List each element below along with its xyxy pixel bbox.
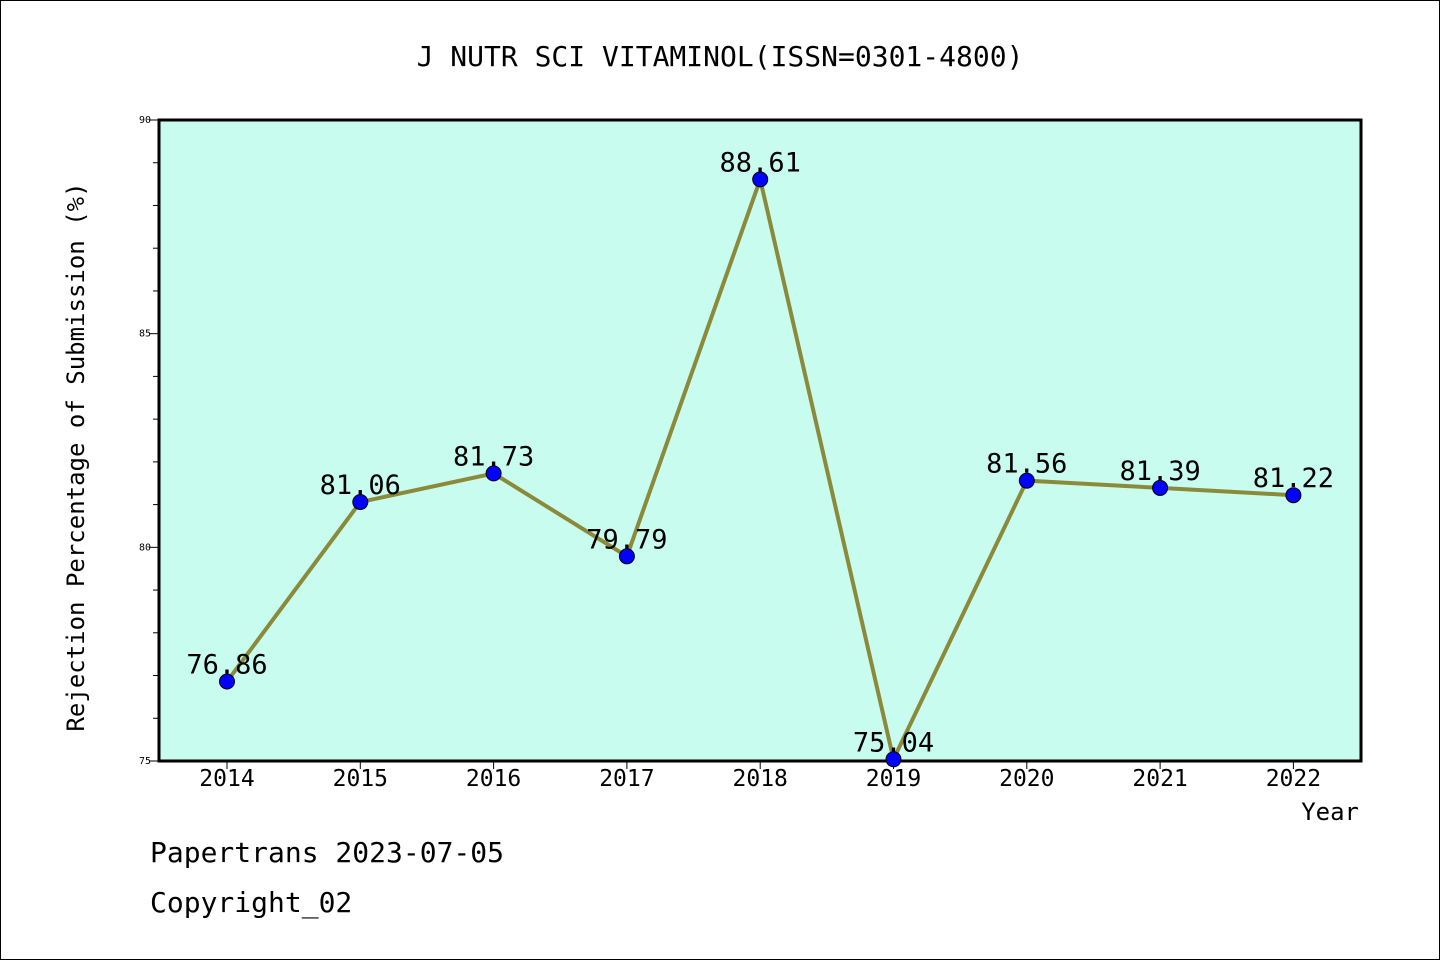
- x-tick-label: 2017: [599, 766, 654, 792]
- data-point: [352, 494, 369, 511]
- data-point: [485, 465, 502, 482]
- data-label: 81.56: [986, 449, 1067, 480]
- y-tick-label: 75: [139, 756, 151, 767]
- data-point: [885, 751, 902, 768]
- x-tick-label: 2016: [466, 766, 521, 792]
- x-axis-label: Year: [1301, 798, 1359, 826]
- footer-copyright: Copyright_02: [150, 886, 353, 919]
- data-points: [219, 171, 1302, 768]
- data-label: 81.73: [453, 441, 534, 472]
- data-label: 76.86: [186, 650, 267, 681]
- data-label: 79.79: [586, 524, 667, 555]
- data-label: 81.22: [1253, 463, 1334, 494]
- y-tick-label: 85: [139, 329, 151, 340]
- x-tick-label: 2015: [333, 766, 388, 792]
- data-point: [1018, 472, 1035, 489]
- data-label: 75.04: [853, 727, 934, 758]
- y-tick-label: 80: [139, 542, 151, 553]
- data-point: [1152, 479, 1169, 496]
- plot-area: [157, 118, 1363, 763]
- data-point: [1285, 487, 1302, 504]
- x-tick-label: 2014: [199, 766, 254, 792]
- data-point: [752, 171, 769, 188]
- x-tick-label: 2019: [866, 766, 921, 792]
- data-point: [618, 548, 635, 565]
- x-axis: 2014 2015 2016 2017 2018 2019 2020 2021 2022: [199, 761, 1321, 792]
- x-tick-label: 2021: [1132, 766, 1187, 792]
- data-label: 88.61: [720, 147, 801, 178]
- data-labels: 76.86 81.06 81.73 79.79 88.61 75.04 81.56 81.39…: [186, 147, 1334, 758]
- y-axis-label: Rejection Percentage of Submission (%): [62, 182, 90, 731]
- chart-title: J NUTR SCI VITAMINOL(ISSN=0301-4800): [417, 40, 1024, 73]
- data-point: [219, 673, 235, 690]
- data-label: 81.39: [1119, 456, 1200, 487]
- x-tick-label: 2018: [733, 766, 788, 792]
- x-tick-label: 2020: [999, 766, 1054, 792]
- x-tick-label: 2022: [1266, 766, 1321, 792]
- y-axis: 75 80 85 90: [139, 115, 159, 767]
- y-tick-label: 90: [139, 115, 151, 126]
- footer-source: Papertrans 2023-07-05: [150, 836, 505, 869]
- data-label: 81.06: [320, 470, 401, 501]
